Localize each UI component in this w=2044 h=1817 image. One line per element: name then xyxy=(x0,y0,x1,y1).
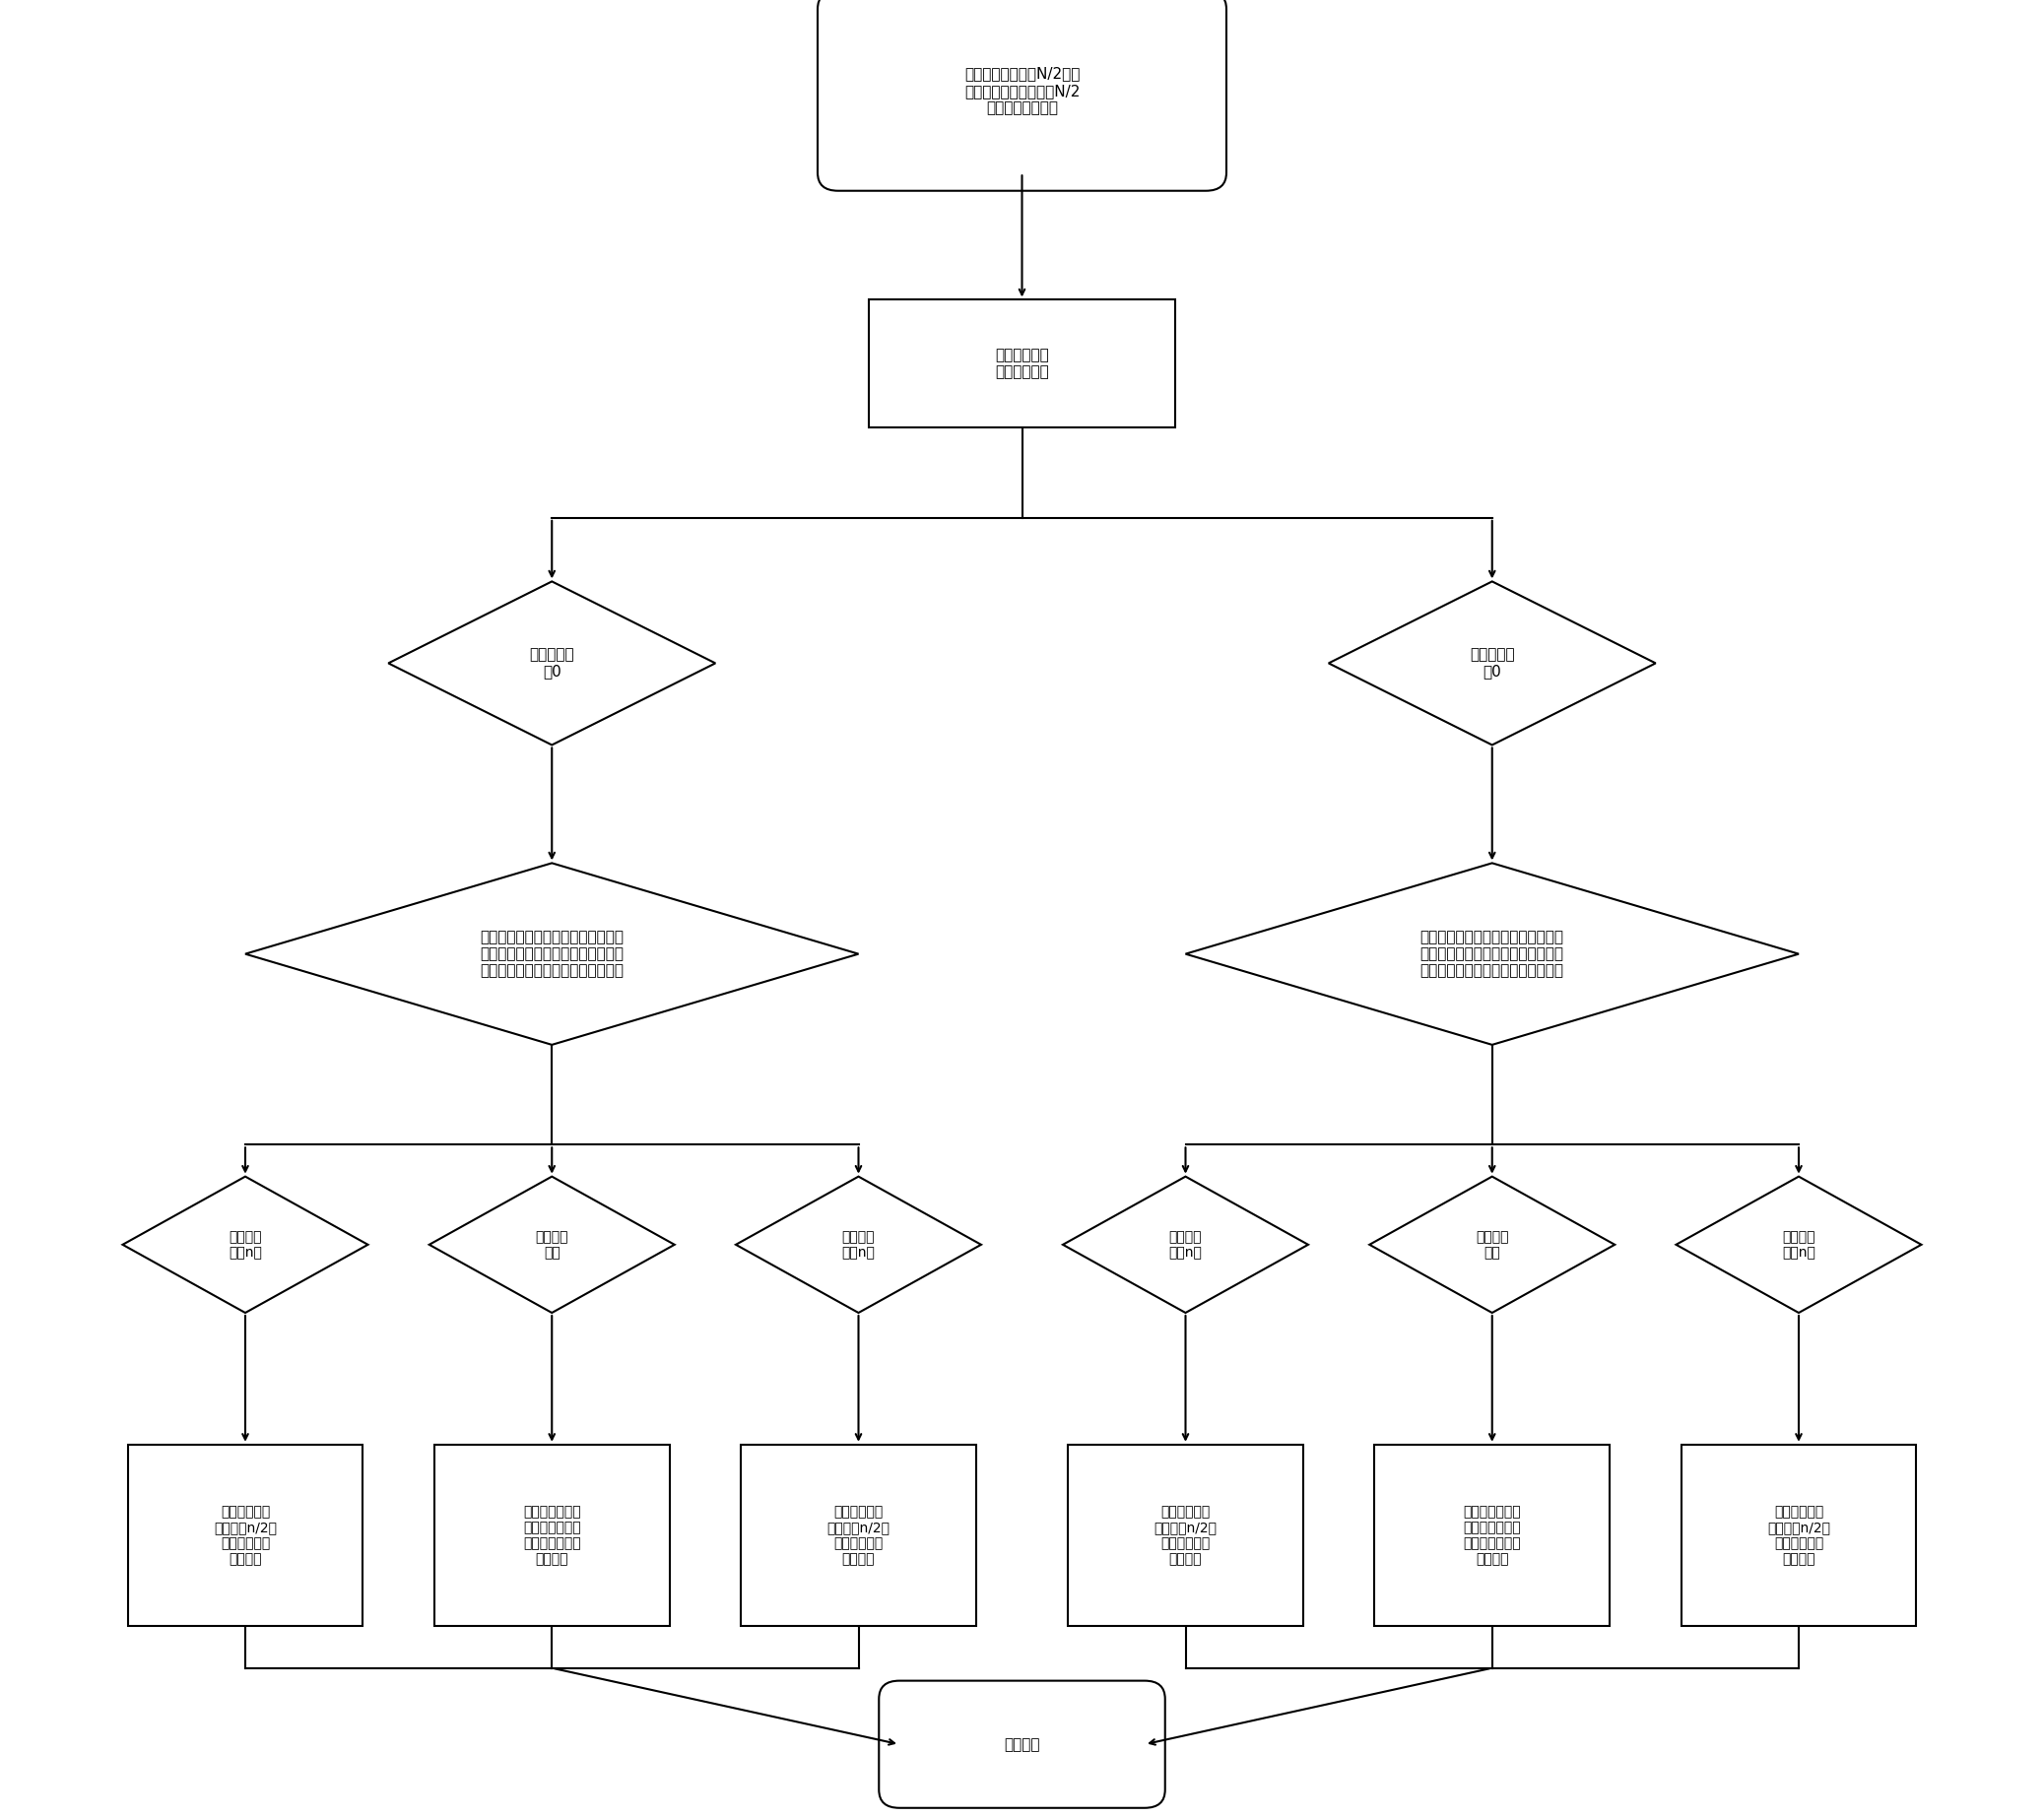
Text: 电平指令
不变: 电平指令 不变 xyxy=(1476,1230,1508,1259)
Bar xyxy=(127,1445,362,1626)
Polygon shape xyxy=(1369,1177,1615,1312)
Text: 依次将反向投
入最小的n/2个
子模块切换至
正向投入: 依次将反向投 入最小的n/2个 子模块切换至 正向投入 xyxy=(215,1504,276,1566)
Bar xyxy=(1067,1445,1304,1626)
Text: 电平指令
增加n个: 电平指令 增加n个 xyxy=(229,1230,262,1259)
Bar xyxy=(1680,1445,1917,1626)
Polygon shape xyxy=(245,863,858,1045)
Bar xyxy=(740,1445,977,1626)
Text: 依次将正向投
入最大的n/2个
子模块切换至
反向投入: 依次将正向投 入最大的n/2个 子模块切换至 反向投入 xyxy=(828,1504,889,1566)
Bar xyxy=(1374,1445,1611,1626)
Text: 对桥臂子模块
电容电压排序: 对桥臂子模块 电容电压排序 xyxy=(995,347,1049,380)
Text: 反向投入最大值
子模块与正向投
入最小值子模块
状态互换: 反向投入最大值 子模块与正向投 入最小值子模块 状态互换 xyxy=(1464,1504,1521,1566)
Text: 子模块电压最大者为反向投入，且反
向投入子模块电压最大值与正向投入
子模块电压最小值之差大于设定阈值: 子模块电压最大者为反向投入，且反 向投入子模块电压最大值与正向投入 子模块电压最… xyxy=(1421,930,1564,978)
Text: 依次将正向投
入最小的n/2个
子模块切换至
反向投入: 依次将正向投 入最小的n/2个 子模块切换至 反向投入 xyxy=(1768,1504,1829,1566)
Polygon shape xyxy=(1329,581,1656,745)
Polygon shape xyxy=(388,581,715,745)
Text: 电平指令
减少n个: 电平指令 减少n个 xyxy=(842,1230,875,1259)
Text: 正向投入最大值
子模块与反向投
入最小值子模块
状态互换: 正向投入最大值 子模块与反向投 入最小值子模块 状态互换 xyxy=(523,1504,580,1566)
Text: 依次将反向投
入最大的n/2个
子模块切换至
正向投入: 依次将反向投 入最大的n/2个 子模块切换至 正向投入 xyxy=(1155,1504,1216,1566)
FancyBboxPatch shape xyxy=(818,0,1226,191)
Bar xyxy=(435,1445,668,1626)
Polygon shape xyxy=(1186,863,1799,1045)
Polygon shape xyxy=(1676,1177,1921,1312)
Text: 电平指令
不变: 电平指令 不变 xyxy=(536,1230,568,1259)
Text: 循环结束: 循环结束 xyxy=(1004,1737,1040,1752)
Text: 桥臂电流大
于0: 桥臂电流大 于0 xyxy=(529,647,574,680)
Bar xyxy=(869,300,1175,427)
Text: 初始化：将桥臂中N/2个子
模块正向投入；将另外N/2
个子模块反向投入: 初始化：将桥臂中N/2个子 模块正向投入；将另外N/2 个子模块反向投入 xyxy=(965,67,1079,114)
Polygon shape xyxy=(1063,1177,1308,1312)
Text: 桥臂电流小
于0: 桥臂电流小 于0 xyxy=(1470,647,1515,680)
Text: 电平指令
减少n个: 电平指令 减少n个 xyxy=(1782,1230,1815,1259)
Text: 电平指令
增加n个: 电平指令 增加n个 xyxy=(1169,1230,1202,1259)
Text: 子模块电压最大者为正向投入，且正
向投入子模块电压最大值与反向投入
子模块电压最小值之差大于设定阈值: 子模块电压最大者为正向投入，且正 向投入子模块电压最大值与反向投入 子模块电压最… xyxy=(480,930,623,978)
FancyBboxPatch shape xyxy=(879,1681,1165,1808)
Polygon shape xyxy=(736,1177,981,1312)
Polygon shape xyxy=(123,1177,368,1312)
Polygon shape xyxy=(429,1177,675,1312)
